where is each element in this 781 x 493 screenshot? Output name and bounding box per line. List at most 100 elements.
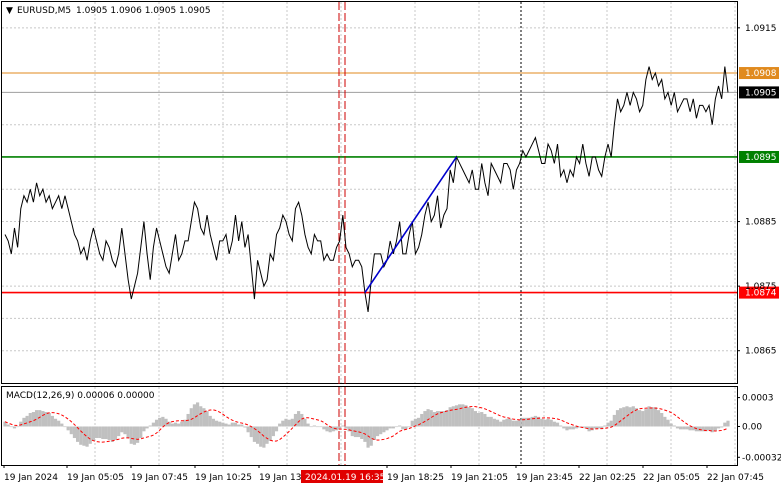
time-label: 19 Jan 18:25 [387,473,444,483]
macd-bar [391,426,395,429]
macd-bar [704,426,708,432]
macd-bar [19,421,23,427]
macd-bar [536,416,541,427]
macd-bar [612,414,616,427]
macd-histogram [3,402,730,448]
macd-bar [63,426,67,428]
macd-bar [426,409,430,427]
macd-bar [369,426,373,446]
macd-bar [303,418,307,427]
macd-bar [158,417,162,427]
macd-bar [697,426,702,432]
macd-bar [688,426,692,431]
macd-tick-label: -0.00032 [742,453,781,463]
macd-bar [600,426,604,429]
macd-bar [360,426,364,439]
macd-bar [180,421,184,427]
macd-bar [85,426,89,447]
macd-bar [723,422,727,427]
macd-bar [653,407,657,427]
macd-bar [682,426,686,430]
macd-bar [211,418,215,427]
macd-bar [518,419,522,427]
macd-bar [249,426,253,438]
macd-bar [398,425,402,427]
macd-bar [6,424,10,427]
level-tag-label-upper-level: 1.0908 [745,69,777,79]
macd-bar [319,426,323,428]
macd-bar [110,426,114,442]
macd-bar [315,426,320,428]
price-tick-label: 1.0865 [745,347,777,357]
macd-bar [136,426,140,443]
macd-bar [552,421,556,427]
macd-bar [593,426,597,429]
macd-bar [685,426,689,430]
macd-bar [451,406,455,427]
level-tag-label-green-level: 1.0895 [745,153,777,163]
macd-bar [237,424,241,427]
macd-bar [268,426,272,441]
trend-line [364,156,458,294]
macd-bar [76,426,80,442]
macd-bar [615,410,620,427]
macd-bar [435,411,440,427]
macd-bar [524,417,528,427]
macd-bar [660,413,664,427]
macd-bar [290,418,294,427]
macd-bar [631,406,635,427]
macd-bar [265,426,269,444]
macd-bar [461,404,465,427]
macd-bar [713,426,717,431]
macd-bar [69,426,73,435]
macd-bar [328,426,332,433]
macd-bar [407,426,411,428]
horizontal-levels: 1.0908 1.0905 1.0895 1.0874 [2,67,779,299]
macd-bar [224,423,228,427]
macd-bar [297,411,301,427]
macd-bar [571,426,575,430]
macd-bar [132,426,137,445]
macd-signal-line [4,405,729,443]
level-tag-label-red-level: 1.0874 [745,289,777,299]
macd-bar [154,419,159,427]
macd-bar [603,425,607,427]
chart-ohlc: 1.0905 1.0906 1.0905 1.0905 [76,6,211,16]
macd-bar [240,424,244,427]
macd-tick-label: 0.00 [742,422,762,432]
time-axis: 19 Jan 2024 19 Jan 05:05 19 Jan 07:45 19 Ja… [3,465,764,483]
macd-bar [98,426,102,439]
macd-bar [669,423,673,427]
macd-bar [464,405,468,427]
macd-bar [650,407,654,427]
macd-bar [720,426,724,428]
macd-bar [262,426,266,448]
macd-bar [467,407,471,427]
macd-bar [401,426,405,430]
macd-bar [476,413,481,427]
macd-bar [101,426,105,439]
price-pane[interactable] [1,1,738,384]
macd-bar [634,408,639,427]
time-label: 22 Jan 05:05 [643,473,700,483]
macd-bar [12,426,17,429]
macd-bar [375,426,380,437]
macd-bar [82,426,86,446]
macd-bar [38,410,42,427]
macd-bar [394,426,399,428]
macd-bar [641,411,645,427]
macd-bar [3,421,7,427]
macd-bar [366,426,370,448]
macd-bar [126,426,130,439]
level-tag-upper-level [739,67,779,80]
macd-bar [619,408,623,427]
macd-bar [195,402,200,427]
macd-bar [293,413,298,427]
macd-bar [511,420,515,427]
macd-bar [88,426,92,444]
macd-bar [227,424,231,427]
macd-bar [546,418,550,427]
macd-bar [233,422,238,427]
macd-bar [177,423,181,427]
